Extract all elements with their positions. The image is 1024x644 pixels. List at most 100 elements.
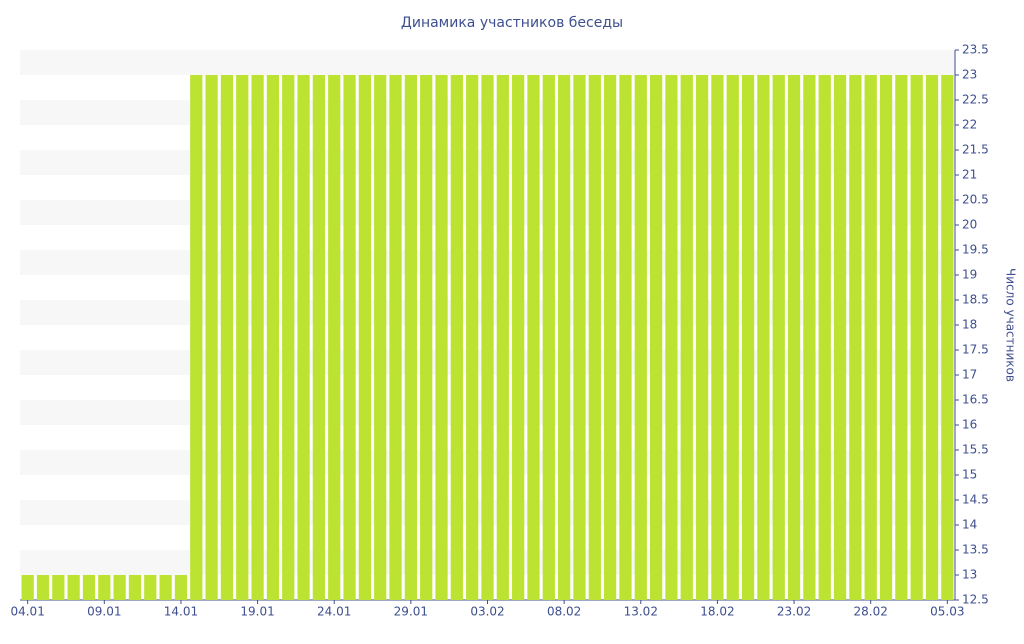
bar [358,75,372,600]
bar [741,75,755,600]
y-tick-label: 13 [962,568,977,582]
bar [680,75,693,600]
bar [144,575,157,600]
y-tick-label: 23.5 [962,43,989,57]
x-tick-label: 24.01 [317,605,351,619]
y-tick-label: 18.5 [962,293,989,307]
bar [389,75,402,600]
y-tick-label: 17.5 [962,343,989,357]
bar [21,575,34,600]
x-tick-label: 05.03 [930,605,964,619]
bar [205,75,218,600]
bar [420,75,433,600]
bar [220,75,234,600]
bar [159,575,172,600]
bar [757,75,770,600]
bar [772,75,785,600]
y-axis-title: Число участников [1004,268,1018,382]
bar [496,75,509,600]
x-tick-label: 28.02 [854,605,888,619]
x-tick-label: 14.01 [164,605,198,619]
x-tick-label: 08.02 [547,605,581,619]
y-tick-label: 20 [962,218,977,232]
bar [328,75,341,600]
bar [512,75,525,600]
x-tick-label: 03.02 [470,605,504,619]
bar [236,75,249,600]
bar [695,75,709,600]
bar [190,75,203,600]
y-tick-label: 17 [962,368,977,382]
bar [251,75,264,600]
bar [573,75,586,600]
y-tick-label: 23 [962,68,977,82]
bar [542,75,555,600]
bar [925,75,939,600]
bar [787,75,801,600]
y-tick-label: 20.5 [962,193,989,207]
bar [98,575,111,600]
bar [941,75,954,600]
bar [603,75,617,600]
bar [879,75,893,600]
bar [67,575,80,600]
y-tick-label: 19 [962,268,977,282]
y-tick-label: 14.5 [962,493,989,507]
y-tick-label: 22.5 [962,93,989,107]
y-tick-label: 12.5 [962,593,989,607]
bar [527,75,540,600]
y-tick-label: 21.5 [962,143,989,157]
bar [864,75,877,600]
bar [726,75,739,600]
bar [588,75,601,600]
grid-band [20,50,955,75]
bar [128,575,142,600]
y-tick-label: 19.5 [962,243,989,257]
bar [910,75,923,600]
bar [36,575,50,600]
x-tick-label: 18.02 [700,605,734,619]
bar [849,75,862,600]
bar [312,75,326,600]
bar [343,75,356,600]
bar [266,75,280,600]
x-tick-label: 29.01 [394,605,428,619]
bar [113,575,126,600]
bar [833,75,847,600]
bar [404,75,417,600]
y-tick-label: 15 [962,468,977,482]
y-tick-label: 13.5 [962,543,989,557]
bar [282,75,295,600]
y-tick-label: 15.5 [962,443,989,457]
bar [558,75,571,600]
bar [466,75,479,600]
bar [174,575,188,600]
bar [711,75,724,600]
bar [52,575,65,600]
bar [619,75,632,600]
bar [450,75,463,600]
bar [649,75,663,600]
x-tick-label: 19.01 [240,605,274,619]
y-tick-label: 16.5 [962,393,989,407]
chart-title: Динамика участников беседы [401,15,623,31]
bar [481,75,494,600]
bar [665,75,678,600]
x-tick-label: 13.02 [624,605,658,619]
bar [435,75,448,600]
x-tick-label: 09.01 [87,605,121,619]
y-tick-label: 18 [962,318,977,332]
bar [297,75,310,600]
bar [818,75,831,600]
y-tick-label: 16 [962,418,977,432]
bar [82,575,96,600]
y-tick-label: 22 [962,118,977,132]
y-tick-label: 14 [962,518,977,532]
bar [634,75,647,600]
bar [374,75,387,600]
x-tick-label: 04.01 [10,605,44,619]
bar [803,75,816,600]
x-tick-label: 23.02 [777,605,811,619]
y-tick-label: 21 [962,168,977,182]
